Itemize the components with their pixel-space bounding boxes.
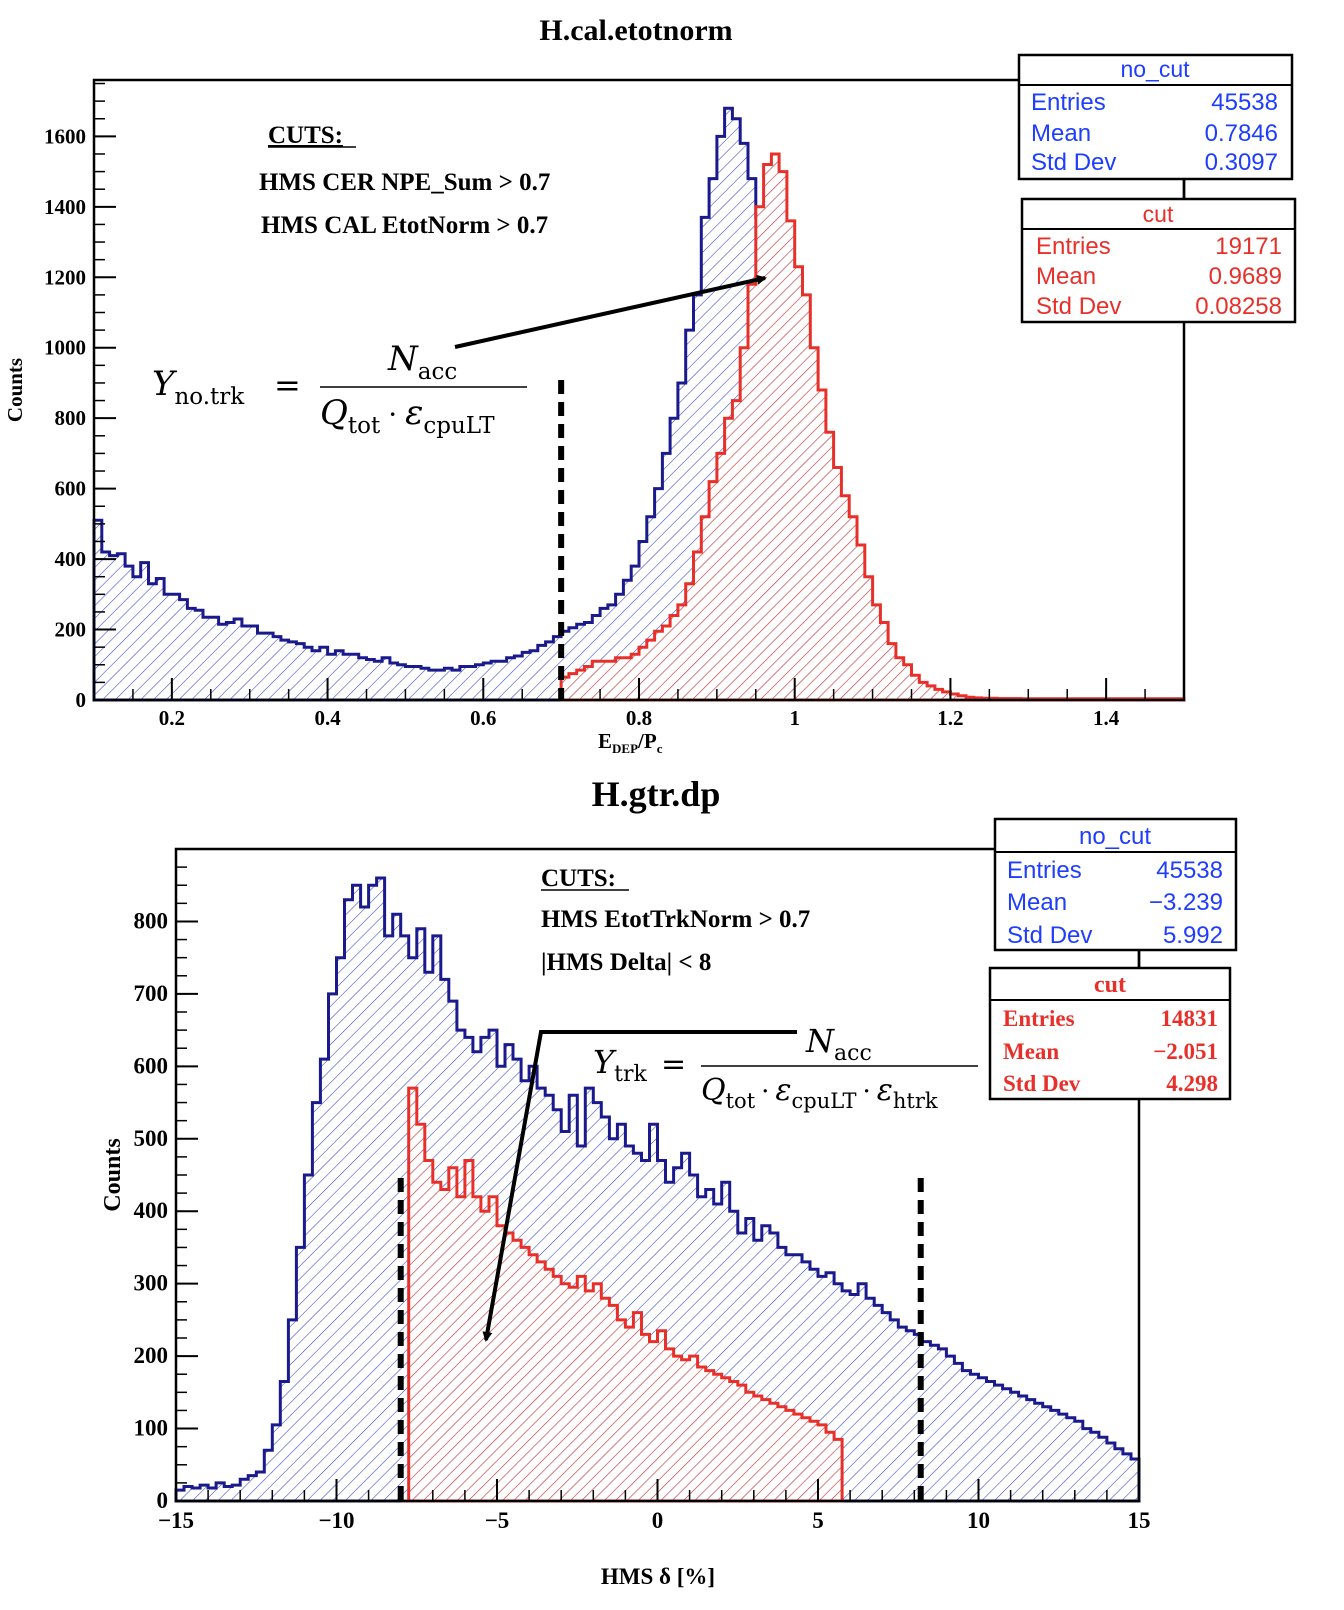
svg-text:Std Dev: Std Dev — [1031, 149, 1116, 176]
y-tick-label: 500 — [134, 1126, 169, 1151]
annotation-arrow — [454, 274, 767, 349]
y-tick-label: 200 — [55, 618, 87, 642]
svg-text:Mean: Mean — [1031, 120, 1091, 147]
svg-text:Mean: Mean — [1003, 1039, 1059, 1064]
chart-title: H.cal.etotnorm — [539, 14, 732, 47]
y-tick-label: 400 — [134, 1198, 169, 1223]
cuts-heading: CUTS: — [541, 865, 616, 892]
y-tick-label: 700 — [134, 981, 169, 1006]
svg-text:14831: 14831 — [1161, 1006, 1219, 1031]
cuts-heading: CUTS: — [268, 122, 343, 149]
x-tick-label: −15 — [158, 1508, 194, 1533]
x-tick-label: 0.8 — [626, 706, 652, 730]
y-tick-label: 800 — [134, 908, 169, 933]
x-tick-label: 0.2 — [159, 706, 185, 730]
y-axis-label: Counts — [100, 1138, 126, 1211]
cut-line-2: HMS CAL EtotNorm > 0.7 — [261, 212, 548, 239]
svg-text:Mean: Mean — [1007, 889, 1067, 916]
svg-text:Entries: Entries — [1003, 1006, 1075, 1031]
svg-text:Mean: Mean — [1036, 263, 1096, 290]
svg-text:Std Dev: Std Dev — [1036, 293, 1121, 320]
svg-text:Std Dev: Std Dev — [1003, 1071, 1081, 1096]
svg-text:no_cut: no_cut — [1079, 823, 1151, 850]
svg-text:no_cut: no_cut — [1120, 56, 1190, 82]
yield-formula: Ytrk = Nacc Qtot · εcpuLT · εhtrk — [593, 1022, 978, 1113]
y-tick-label: 600 — [55, 477, 87, 501]
stats-box-cut: cut Entries 19171 Mean 0.9689 Std Dev 0.… — [1020, 197, 1297, 324]
histogram-area — [174, 876, 1141, 1503]
y-tick-label: 0 — [157, 1488, 169, 1513]
svg-text:Nacc: Nacc — [805, 1022, 872, 1066]
y-tick-label: 400 — [55, 547, 87, 571]
axes: 0.2 0.4 0.6 0.8 1 1.2 1.4 0 200 400 600 800 1000 1200… — [44, 82, 1185, 730]
x-tick-label: 0.6 — [470, 706, 496, 730]
yield-formula: Yno.trk = Nacc Qtot · εcpuLT — [152, 339, 527, 439]
histogram-area — [92, 106, 1186, 702]
x-tick-label: 1.2 — [937, 706, 963, 730]
y-axis-label: Counts — [3, 358, 27, 422]
svg-text:cut: cut — [1094, 972, 1126, 998]
svg-text:Std Dev: Std Dev — [1007, 922, 1092, 949]
y-tick-label: 300 — [134, 1271, 169, 1296]
y-tick-label: 200 — [134, 1343, 169, 1368]
svg-text:−2.051: −2.051 — [1153, 1039, 1218, 1064]
y-tick-label: 1000 — [44, 336, 86, 360]
x-tick-label: 10 — [967, 1508, 990, 1533]
x-tick-label: 15 — [1128, 1508, 1151, 1533]
svg-text:5.992: 5.992 — [1163, 922, 1223, 949]
svg-text:0.3097: 0.3097 — [1205, 149, 1278, 176]
y-tick-label: 100 — [134, 1416, 169, 1441]
svg-text:4.298: 4.298 — [1166, 1071, 1218, 1096]
y-tick-label: 1600 — [44, 124, 86, 148]
cut-line-1: HMS EtotTrkNorm > 0.7 — [541, 906, 810, 933]
y-tick-label: 800 — [55, 406, 87, 430]
x-tick-label: −5 — [485, 1508, 510, 1533]
x-tick-label: 1 — [789, 706, 800, 730]
y-tick-label: 1400 — [44, 195, 86, 219]
svg-text:0.7846: 0.7846 — [1205, 120, 1278, 147]
panel-delta: H.gtr.dp −15 −10 −5 0 5 10 15 0 100 200 300 400 500 6… — [100, 774, 1238, 1589]
y-tick-label: 1200 — [44, 265, 86, 289]
svg-text:=: = — [274, 366, 301, 404]
stats-box-no-cut: no_cut Entries 45538 Mean −3.239 Std Dev… — [993, 817, 1238, 952]
svg-text:Entries: Entries — [1007, 857, 1082, 884]
svg-text:Entries: Entries — [1031, 89, 1106, 116]
svg-text:Nacc: Nacc — [387, 339, 457, 385]
svg-text:cut: cut — [1143, 201, 1174, 227]
series-cut — [400, 1086, 844, 1503]
axes: −15 −10 −5 0 5 10 15 0 100 200 300 400 500 600 700 800 — [134, 848, 1151, 1533]
series-no-cut — [92, 106, 1186, 702]
svg-text:45538: 45538 — [1211, 89, 1278, 116]
x-tick-label: 5 — [812, 1508, 824, 1533]
svg-text:=: = — [661, 1047, 686, 1082]
svg-text:Yno.trk: Yno.trk — [152, 364, 245, 410]
svg-text:−3.239: −3.239 — [1149, 889, 1223, 916]
x-tick-label: 0 — [652, 1508, 664, 1533]
svg-text:Ytrk: Ytrk — [593, 1043, 647, 1087]
x-tick-label: −10 — [318, 1508, 354, 1533]
stats-box-no-cut: no_cut Entries 45538 Mean 0.7846 Std Dev… — [1017, 53, 1294, 181]
annotation-arrow — [482, 1030, 797, 1342]
cut-line-2: |HMS Delta| < 8 — [541, 949, 711, 976]
cut-line-1: HMS CER NPE_Sum > 0.7 — [259, 169, 550, 196]
stats-box-cut: cut Entries 14831 Mean −2.051 Std Dev 4.… — [988, 966, 1232, 1101]
panel-etotnorm: H.cal.etotnorm 0.2 0.4 0.6 0.8 1 1.2 1.4 0 200 40… — [3, 14, 1297, 756]
x-tick-label: 1.4 — [1093, 706, 1120, 730]
svg-text:0.9689: 0.9689 — [1209, 263, 1282, 290]
y-tick-label: 600 — [134, 1053, 169, 1078]
svg-text:Entries: Entries — [1036, 233, 1111, 260]
x-tick-label: 0.4 — [314, 706, 341, 730]
svg-text:45538: 45538 — [1156, 857, 1223, 884]
svg-text:Qtot·εcpuLT·εhtrk: Qtot · εcpuLT · εhtrk — [701, 1073, 938, 1113]
x-axis-label: EDEP/Pc — [598, 729, 663, 756]
svg-text:0.08258: 0.08258 — [1195, 293, 1282, 320]
x-axis-label: HMS δ [%] — [601, 1564, 715, 1589]
y-tick-label: 0 — [76, 688, 87, 712]
chart-title: H.gtr.dp — [592, 774, 721, 814]
svg-text:19171: 19171 — [1215, 233, 1282, 260]
svg-text:Qtot·εcpuLT: Qtot · εcpuLT — [320, 393, 495, 439]
